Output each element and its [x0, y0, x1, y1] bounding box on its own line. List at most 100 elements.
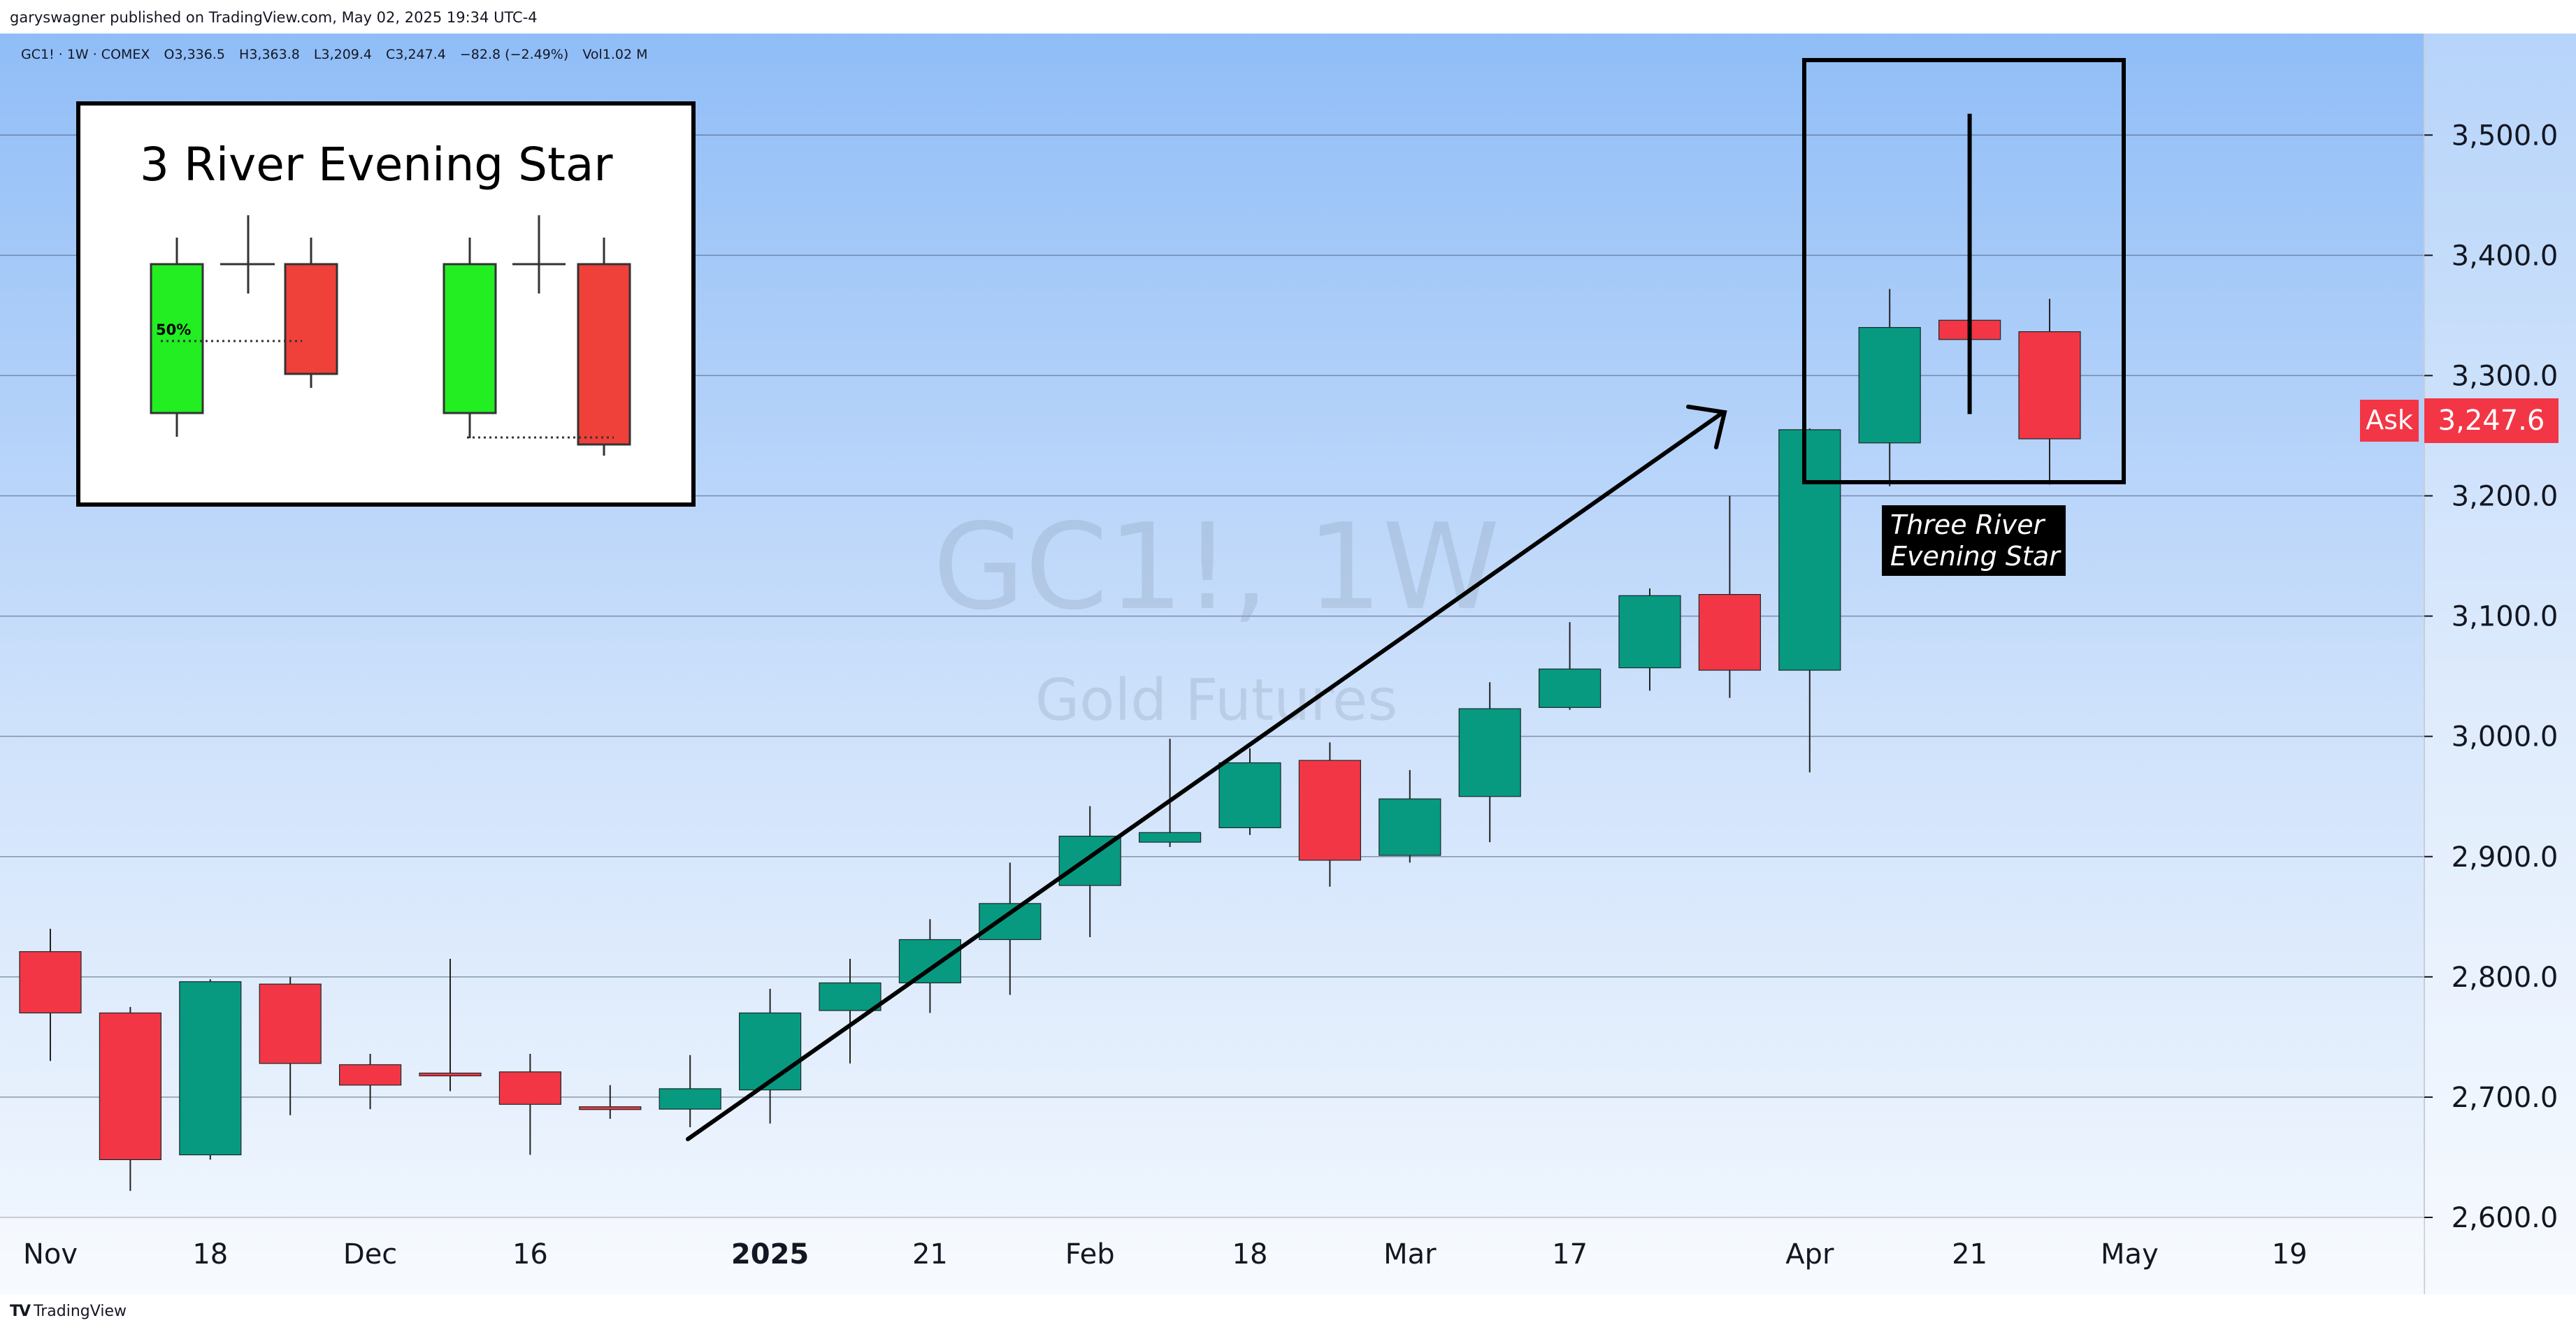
- candle: [1618, 588, 1681, 691]
- candle: [738, 989, 802, 1124]
- x-tick-label: Apr: [1785, 1238, 1834, 1271]
- candle-body: [259, 983, 322, 1064]
- candle: [1858, 289, 1921, 486]
- watermark-symbol: GC1!, 1W: [933, 498, 1499, 637]
- price-axis[interactable]: 2,600.0 2,700.0 2,800.0 2,900.0 3,000.0 3,100…: [2424, 34, 2576, 1294]
- candle: [579, 1085, 642, 1119]
- y-tick-label: 3,400.0: [2452, 240, 2559, 272]
- inset-red-candle-1: [284, 263, 338, 375]
- candle: [179, 979, 242, 1160]
- candle-body: [898, 939, 962, 984]
- candle-body: [1858, 326, 1921, 444]
- x-tick-label: 19: [2272, 1238, 2308, 1271]
- inset-green-candle-2: [442, 263, 497, 414]
- y-tick-label: 3,500.0: [2452, 120, 2559, 152]
- candle-body: [419, 1072, 482, 1077]
- ask-price-value: 3,247.6: [2438, 405, 2545, 437]
- candle: [1539, 622, 1602, 710]
- candle: [259, 976, 322, 1115]
- time-axis[interactable]: Nov 18 Dec 16 2025 21 Feb 18 Mar 17 Apr 21 May 19: [0, 1217, 2424, 1294]
- annotation-line2: Evening Star: [1890, 541, 2061, 572]
- annotation-line1: Three River: [1890, 509, 2046, 540]
- publisher-bar: garyswagner published on TradingView.com…: [0, 0, 2576, 34]
- candle-body: [1539, 668, 1602, 708]
- candle: [1138, 739, 1202, 847]
- candle: [419, 959, 482, 1092]
- candle-body: [19, 951, 82, 1014]
- x-tick-label: 18: [192, 1238, 228, 1271]
- candle: [979, 862, 1042, 995]
- candle: [1379, 769, 1441, 863]
- legend-close: C3,247.4: [386, 47, 446, 62]
- highlight-box: [1802, 58, 2126, 484]
- legend-open: O3,336.5: [164, 47, 225, 62]
- publisher-text: garyswagner published on TradingView.com…: [10, 9, 538, 26]
- y-tick-label: 3,000.0: [2452, 721, 2559, 753]
- candle-body: [579, 1106, 642, 1110]
- candle-body: [1379, 798, 1441, 856]
- legend-symbol[interactable]: GC1! · 1W · COMEX: [21, 47, 150, 62]
- inset-example-1: [150, 215, 338, 437]
- x-tick-label: Dec: [343, 1238, 397, 1271]
- candle: [99, 1006, 161, 1192]
- trend-arrow: [686, 405, 1727, 1141]
- y-tick-label: 3,300.0: [2452, 360, 2559, 392]
- candle-body: [1138, 832, 1202, 843]
- ohlc-legend: GC1! · 1W · COMEX O3,336.5 H3,363.8 L3,2…: [21, 47, 647, 62]
- x-tick-label: 17: [1552, 1238, 1588, 1271]
- candle-body: [1618, 595, 1681, 669]
- candle-body: [979, 903, 1042, 941]
- x-tick-label: 21: [1952, 1238, 1987, 1271]
- candle-body: [179, 981, 242, 1156]
- y-tick-label: 2,800.0: [2452, 962, 2559, 994]
- x-tick-label: Mar: [1383, 1238, 1437, 1271]
- candle-body: [659, 1088, 721, 1110]
- tradingview-logo[interactable]: TV TradingView: [10, 1303, 127, 1320]
- x-tick-label: 18: [1232, 1238, 1268, 1271]
- candle: [1298, 742, 1362, 887]
- candle: [1778, 428, 1841, 773]
- candle: [898, 919, 962, 1013]
- legend-change: −82.8 (−2.49%): [460, 47, 568, 62]
- candle: [659, 1055, 721, 1127]
- candle: [1218, 748, 1281, 835]
- inset-green-candle-1: [150, 263, 204, 414]
- y-tick-label: 2,900.0: [2452, 841, 2559, 874]
- candle: [1458, 682, 1521, 843]
- candle-body: [1778, 429, 1841, 671]
- candle: [498, 1053, 562, 1155]
- x-tick-label: 16: [512, 1238, 548, 1271]
- y-tick-label: 3,100.0: [2452, 601, 2559, 633]
- legend-low: L3,209.4: [314, 47, 372, 62]
- candle: [1698, 495, 1761, 698]
- x-tick-label: May: [2101, 1238, 2159, 1271]
- candle-body: [498, 1071, 562, 1105]
- ask-price-label: Ask 3,247.6: [2360, 398, 2559, 443]
- legend-volume: Vol1.02 M: [582, 47, 647, 62]
- candle-body: [819, 982, 882, 1011]
- y-tick-label: 2,700.0: [2452, 1082, 2559, 1114]
- x-tick-label: 21: [912, 1238, 948, 1271]
- inset-title: 3 River Evening Star: [140, 138, 613, 191]
- footer: TV TradingView: [0, 1294, 2576, 1332]
- candle-body: [1298, 760, 1362, 861]
- watermark-name: Gold Futures: [1035, 667, 1397, 734]
- candle-body: [99, 1012, 161, 1161]
- candle-body: [1458, 708, 1521, 797]
- y-tick-label: 2,600.0: [2452, 1202, 2559, 1234]
- inset-percent-label: 50%: [156, 321, 191, 338]
- candle-body: [738, 1012, 802, 1091]
- candles: [19, 113, 2081, 1192]
- candle: [339, 1053, 402, 1110]
- x-tick-label: Nov: [23, 1238, 78, 1271]
- inset-red-candle-2: [577, 263, 631, 446]
- candle-body: [1218, 762, 1281, 829]
- candle: [819, 959, 882, 1064]
- brand-name: TradingView: [34, 1303, 127, 1320]
- x-tick-label: Feb: [1065, 1238, 1115, 1271]
- annotation-label: Three River Evening Star: [1882, 505, 2066, 576]
- y-tick-label: 3,200.0: [2452, 481, 2559, 513]
- candle: [19, 929, 82, 1062]
- candle-body: [1698, 594, 1761, 671]
